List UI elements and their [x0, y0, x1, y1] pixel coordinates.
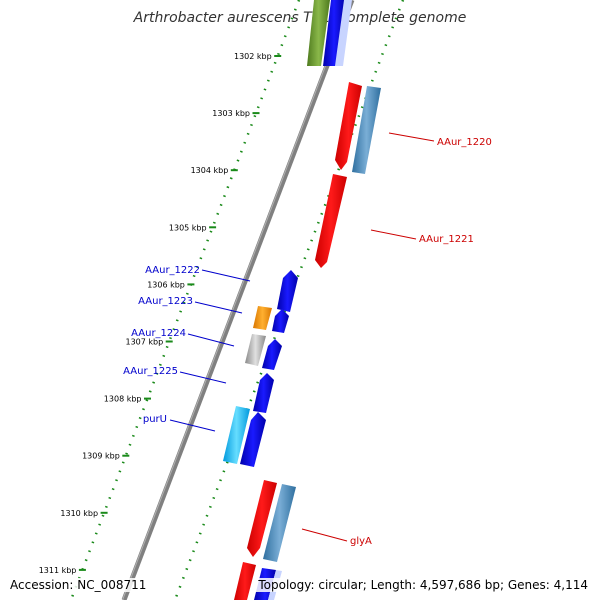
- callout-aaur-1222: [201, 269, 251, 282]
- gene-olive-top: [307, 0, 330, 66]
- gene-aaur-1221[interactable]: [315, 174, 347, 268]
- gene-aaur-1224[interactable]: [245, 334, 266, 366]
- accession-text: Accession: NC_008711: [8, 578, 149, 592]
- gene-red-bottom: [234, 562, 256, 600]
- gene-puru-blue: [240, 412, 266, 467]
- label-aaur-1220[interactable]: AAur_1220: [437, 137, 492, 148]
- gene-blue-top: [323, 0, 345, 66]
- gene-aaur-1223[interactable]: [253, 306, 272, 330]
- tick-label-1310-kbp: 1310 kbp: [60, 509, 98, 518]
- label-aaur-1224[interactable]: AAur_1224: [131, 328, 186, 339]
- label-aaur-1225[interactable]: AAur_1225: [123, 366, 178, 377]
- gene-glya-red: [247, 480, 277, 557]
- tick-label-1308-kbp: 1308 kbp: [104, 395, 142, 404]
- tick-label-1302-kbp: 1302 kbp: [234, 52, 272, 61]
- tick-label-1303-kbp: 1303 kbp: [212, 109, 250, 118]
- genome-summary-text: Topology: circular; Length: 4,597,686 bp…: [256, 578, 590, 592]
- gene-aaur-1223-blue: [272, 309, 289, 333]
- tick-label-1311-kbp: 1311 kbp: [39, 566, 77, 575]
- callout-puru: [169, 419, 216, 432]
- gene-lightblue-top: [335, 0, 352, 66]
- tick-label-1304-kbp: 1304 kbp: [191, 166, 229, 175]
- callout-aaur-1225: [179, 371, 227, 384]
- tick-label-1305-kbp: 1305 kbp: [169, 223, 207, 232]
- callout-glya: [301, 528, 348, 542]
- callout-lines: [169, 132, 435, 542]
- map-title: Arthrobacter aurescens TC1, complete gen…: [133, 10, 467, 26]
- genome-backbone: [121, 0, 355, 600]
- gene-glya[interactable]: [263, 484, 296, 562]
- gene-aaur-1222[interactable]: [277, 270, 298, 312]
- gene-aaur-1225[interactable]: [253, 373, 274, 413]
- label-aaur-1221[interactable]: AAur_1221: [419, 234, 474, 245]
- genome-backbone-highlight: [122, 0, 351, 600]
- major-tick-group: [78, 55, 282, 571]
- gene-aaur-1220-neighbor: [352, 86, 381, 174]
- gene-aaur-1224-blue: [262, 339, 282, 370]
- callout-aaur-1220: [388, 132, 435, 142]
- tick-label-1307-kbp: 1307 kbp: [125, 338, 163, 347]
- tick-label-1309-kbp: 1309 kbp: [82, 452, 120, 461]
- callout-aaur-1221: [370, 229, 417, 240]
- gene-puru[interactable]: [223, 406, 250, 464]
- tick-label-1306-kbp: 1306 kbp: [147, 280, 185, 289]
- gene-aaur-1220[interactable]: [335, 82, 362, 170]
- tick-label-group: 1302 kbp 1303 kbp 1304 kbp 1305 kbp 1306 kbp…: [39, 52, 272, 575]
- genes: [223, 0, 381, 600]
- callout-aaur-1223: [194, 301, 243, 314]
- label-aaur-1223[interactable]: AAur_1223: [138, 296, 193, 307]
- callout-aaur-1224: [187, 333, 235, 347]
- label-puru[interactable]: purU: [143, 414, 167, 425]
- label-glya[interactable]: glyA: [350, 536, 372, 547]
- label-aaur-1222[interactable]: AAur_1222: [145, 265, 200, 276]
